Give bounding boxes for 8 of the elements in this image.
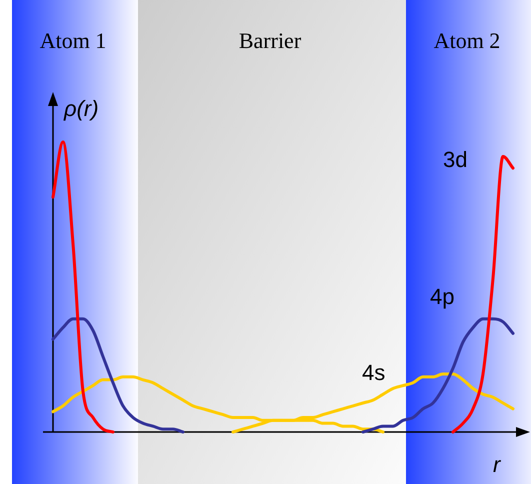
text: Atom 1 (40, 28, 106, 54)
series-label: 4s (362, 360, 386, 386)
text: Barrier (238, 28, 302, 54)
y-axis-title: ρ(r) (64, 96, 99, 122)
text: Atom 2 (434, 28, 500, 54)
series-label: 3d (443, 147, 468, 173)
x-axis-title: r (493, 452, 500, 478)
series-label: 4p (430, 284, 454, 310)
